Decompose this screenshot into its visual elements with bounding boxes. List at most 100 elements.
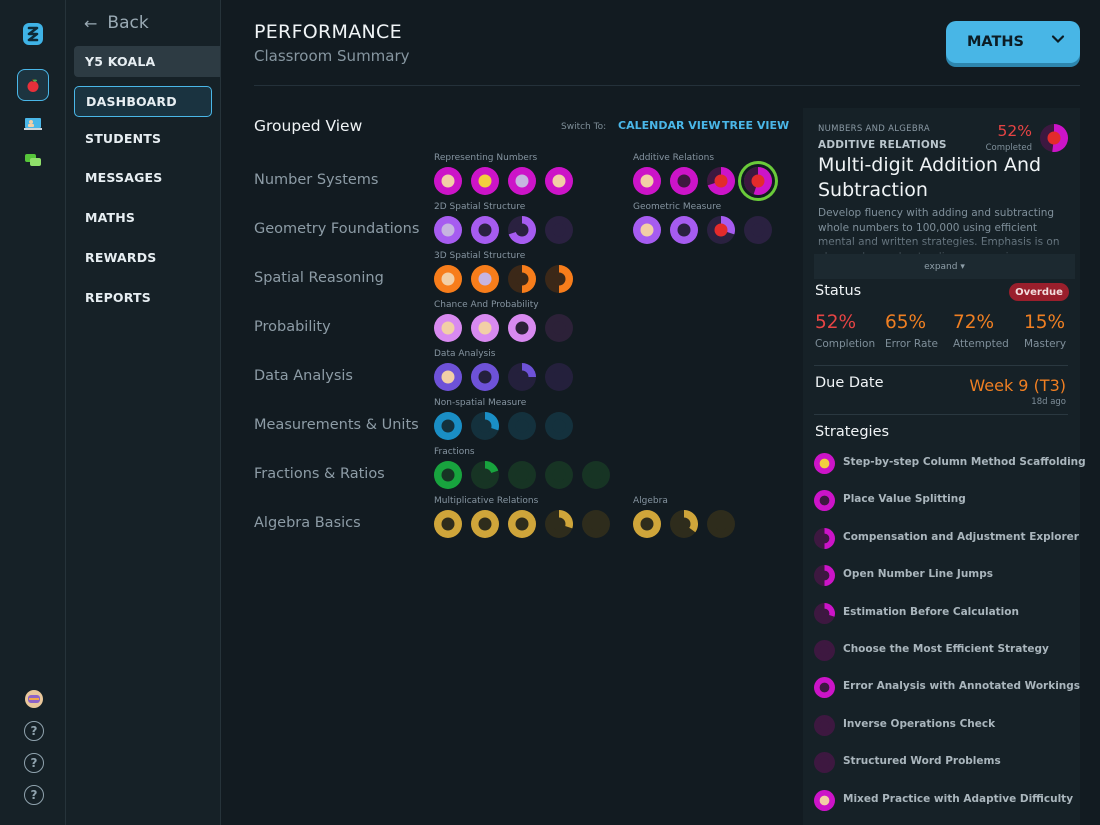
skill-dot[interactable] [508,216,537,244]
strategy-item[interactable]: Place Value Splitting [843,493,966,506]
group-label: Representing Numbers [434,153,538,163]
skill-dot[interactable] [545,216,573,244]
skill-dot[interactable] [508,412,536,440]
help-icon[interactable]: ? [24,785,44,805]
strategy-item[interactable]: Choose the Most Efficient Strategy [843,643,1049,655]
skill-dot[interactable] [633,216,661,244]
skill-dot[interactable] [508,265,536,293]
completed-label: Completed [985,143,1032,153]
skill-dot[interactable] [508,363,536,391]
class-selector[interactable]: Y5 KOALA [74,46,220,77]
strategy-item[interactable]: Mixed Practice with Adaptive Difficulty [843,792,1074,805]
strategy-item[interactable]: Inverse Operations Check [843,717,996,730]
attempted-value: 72% [953,312,995,333]
skill-dot[interactable] [471,412,499,440]
completion-label: Completion [815,338,876,350]
nav-item-messages[interactable]: MESSAGES [85,170,163,185]
group-label: Chance And Probability [434,300,539,310]
skill-dot[interactable] [545,167,573,195]
group-label: Algebra [633,496,668,506]
help-icon[interactable]: ? [24,721,44,741]
strategy-item[interactable]: Structured Word Problems [843,755,1001,768]
apple-icon[interactable] [17,69,49,101]
page-title: PERFORMANCE [254,21,402,43]
strategy-item[interactable]: Estimation Before Calculation [843,605,1019,618]
avatar[interactable] [24,689,44,709]
nav-item-dashboard[interactable]: DASHBOARD [74,86,212,117]
skill-dot[interactable] [434,363,462,391]
skill-dot[interactable] [707,510,735,538]
skill-dot[interactable] [434,412,462,440]
attempted-label: Attempted [953,338,1009,350]
skill-dot[interactable] [707,167,736,195]
skill-dot[interactable] [670,510,699,538]
skill-dot[interactable] [545,363,573,391]
skill-dot[interactable] [471,510,499,538]
skill-dot[interactable] [434,510,462,538]
strategy-item[interactable]: Open Number Line Jumps [843,568,993,581]
skill-dot[interactable] [670,167,698,195]
skill-dot[interactable] [633,167,661,195]
skill-dot[interactable] [744,167,773,195]
skill-dot[interactable] [434,314,462,342]
skill-dot[interactable] [545,265,573,293]
divider [814,365,1068,366]
detail-subcategory: ADDITIVE RELATIONS [818,139,947,151]
skill-dot[interactable] [508,510,536,538]
nav-item-rewards[interactable]: REWARDS [85,250,157,265]
skill-dot[interactable] [508,167,536,195]
completion-pie [1040,124,1068,152]
skill-dot[interactable] [471,265,499,293]
status-badge: Overdue [1009,283,1069,301]
skill-dot[interactable] [508,314,536,342]
completion-value: 52% [815,312,857,333]
skill-dot[interactable] [434,265,462,293]
skill-dot[interactable] [545,412,573,440]
skill-dot[interactable] [508,461,536,489]
group-label: Multiplicative Relations [434,496,539,506]
skill-dot[interactable] [670,216,698,244]
presentation-icon[interactable] [17,108,49,140]
strategy-item[interactable]: Compensation and Adjustment Explorer [843,530,1079,543]
skill-dot[interactable] [744,216,772,244]
skill-dot[interactable] [582,510,610,538]
skill-dot[interactable] [434,216,462,244]
skill-dot[interactable] [582,461,610,489]
skill-dot[interactable] [633,510,661,538]
strategy-progress-icon [814,789,835,811]
skill-dot[interactable] [545,314,573,342]
strategies-title: Strategies [815,424,890,440]
nav-item-maths[interactable]: MATHS [85,210,136,225]
strategy-item[interactable]: Error Analysis with Annotated Workings [843,680,1081,693]
skill-dot[interactable] [471,167,499,195]
group-label: Non-spatial Measure [434,398,527,408]
row-label: Number Systems [254,172,379,188]
nav-item-students[interactable]: STUDENTS [85,131,162,146]
detail-category: NUMBERS AND ALGEBRA [818,124,930,134]
chat-icon[interactable] [17,144,49,176]
expand-button[interactable]: expand ▾ [814,254,1075,279]
nav-item-reports[interactable]: REPORTS [85,290,151,305]
group-label: Fractions [434,447,475,457]
skill-dot[interactable] [545,510,573,538]
help-icon[interactable]: ? [24,753,44,773]
skill-dot[interactable] [434,167,462,195]
tree-view-link[interactable]: TREE VIEW [722,119,790,132]
mastery-value: 15% [1024,312,1066,333]
skill-dot[interactable] [471,461,499,489]
group-label: 3D Spatial Structure [434,251,526,261]
due-date-value: Week 9 (T3) [969,376,1066,395]
logo-icon[interactable] [22,22,44,46]
skill-dot[interactable] [545,461,573,489]
calendar-view-link[interactable]: CALENDAR VIEW [618,119,721,132]
row-label: Measurements & Units [254,417,419,433]
strategy-item[interactable]: Step-by-step Column Method Scaffolding [843,456,1086,468]
skill-dot[interactable] [434,461,462,489]
skill-dot[interactable] [471,363,499,391]
skill-dot[interactable] [471,314,499,342]
subject-select[interactable]: MATHS [946,21,1080,63]
strategy-progress-icon [814,527,835,549]
back-button[interactable]: ← Back [84,13,149,33]
skill-dot[interactable] [471,216,499,244]
skill-dot[interactable] [707,216,735,244]
